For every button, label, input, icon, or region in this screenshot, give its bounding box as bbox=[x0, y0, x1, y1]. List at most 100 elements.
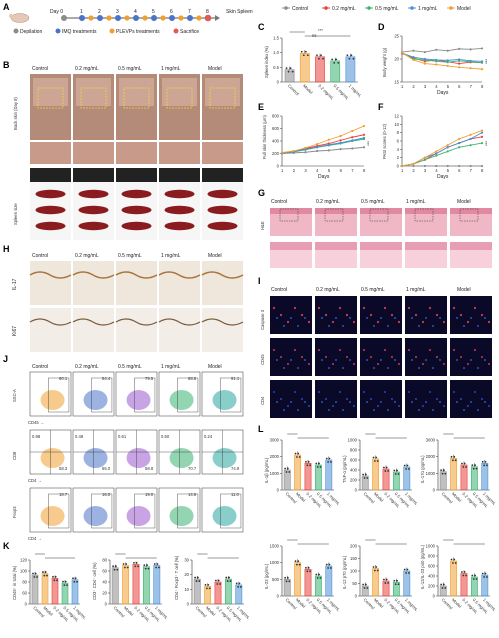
if-nucleus bbox=[411, 317, 413, 319]
bar bbox=[294, 562, 302, 597]
data-point bbox=[32, 572, 34, 575]
bar bbox=[325, 459, 333, 491]
data-point bbox=[452, 459, 454, 462]
x-axis-label: CD4 → bbox=[28, 536, 42, 541]
series-point bbox=[400, 51, 404, 54]
data-point bbox=[297, 560, 300, 563]
bar bbox=[51, 578, 59, 605]
legend-marker bbox=[367, 6, 371, 10]
y-tick-label: 6 bbox=[397, 139, 400, 144]
data-point bbox=[328, 457, 331, 460]
if-nucleus bbox=[411, 401, 413, 403]
data-point bbox=[384, 470, 387, 472]
y-tick-label: 3000 bbox=[270, 438, 280, 443]
data-point bbox=[322, 57, 324, 60]
data-point bbox=[372, 566, 375, 568]
if-signal bbox=[452, 306, 456, 310]
y-axis-label: IL-17α (pg/mL) bbox=[420, 455, 425, 483]
data-point bbox=[114, 565, 117, 568]
gate-value: 16.0 bbox=[102, 492, 111, 497]
if-signal bbox=[487, 404, 491, 408]
if-signal bbox=[421, 362, 425, 366]
data-point bbox=[284, 467, 287, 470]
if-signal bbox=[459, 397, 463, 401]
y-tick-label: 0 bbox=[277, 80, 280, 85]
data-point bbox=[289, 67, 292, 70]
legend-dot bbox=[109, 28, 115, 34]
legend-dot bbox=[55, 28, 61, 34]
series-point bbox=[316, 143, 319, 146]
series-line bbox=[401, 52, 483, 70]
if-nucleus bbox=[290, 401, 292, 403]
data-point bbox=[397, 473, 400, 475]
series-point bbox=[469, 164, 472, 168]
y-axis-label: Spleen index (%) bbox=[264, 46, 269, 78]
series-point bbox=[480, 60, 484, 63]
data-point bbox=[472, 467, 475, 470]
series-point bbox=[423, 156, 426, 159]
y-tick-label: 1500 bbox=[270, 544, 280, 549]
data-point bbox=[453, 558, 456, 561]
gate-box bbox=[91, 377, 113, 413]
data-point bbox=[465, 466, 467, 468]
x-tick-label: Model bbox=[451, 491, 463, 503]
data-point bbox=[375, 566, 378, 568]
row-label: CD45 bbox=[260, 354, 265, 365]
ihc-ki67-image bbox=[30, 308, 71, 352]
group-column-label: 1 mg/mL bbox=[406, 287, 426, 293]
data-point bbox=[143, 564, 146, 566]
series-point bbox=[412, 58, 415, 62]
if-nucleus bbox=[432, 409, 434, 411]
if-nucleus bbox=[456, 401, 458, 403]
if-nucleus bbox=[290, 359, 292, 361]
y-tick-label: 0 bbox=[433, 488, 436, 493]
bar bbox=[382, 468, 390, 491]
data-point bbox=[405, 468, 408, 470]
y-tick-label: 400 bbox=[272, 139, 280, 144]
data-point bbox=[462, 466, 465, 468]
x-tick-label: Model bbox=[373, 491, 385, 503]
series-point bbox=[446, 144, 449, 147]
data-point bbox=[471, 574, 474, 577]
data-point bbox=[215, 579, 217, 582]
treatment-dot bbox=[142, 15, 148, 21]
data-point bbox=[485, 576, 488, 578]
series-point bbox=[480, 68, 484, 71]
if-signal bbox=[345, 397, 349, 401]
if-signal bbox=[317, 390, 321, 394]
he-epidermis bbox=[270, 208, 312, 214]
ruler-photo bbox=[159, 168, 200, 182]
gate-value: 0.98 bbox=[32, 434, 41, 439]
bar bbox=[481, 463, 489, 491]
if-nucleus bbox=[297, 409, 299, 411]
if-signal bbox=[487, 362, 491, 366]
if-image bbox=[270, 380, 312, 418]
if-signal bbox=[390, 355, 394, 359]
if-signal bbox=[435, 313, 439, 317]
if-nucleus bbox=[394, 359, 396, 361]
x-tick-label: 4 bbox=[316, 168, 319, 173]
if-signal bbox=[300, 397, 304, 401]
y-tick-label: 0 bbox=[277, 164, 280, 169]
y-tick-label: 80 bbox=[102, 558, 107, 563]
row-label: CD4 bbox=[260, 396, 265, 405]
if-signal bbox=[324, 313, 328, 317]
data-point bbox=[474, 464, 476, 467]
data-point bbox=[288, 580, 291, 583]
mouse-ear-icon bbox=[9, 14, 13, 18]
series-point bbox=[316, 149, 319, 153]
y-axis-label: IL-23 (pg/mL) bbox=[264, 563, 269, 589]
gate-box bbox=[177, 493, 199, 529]
data-point bbox=[296, 456, 298, 458]
spleen-shape bbox=[207, 205, 238, 215]
data-point bbox=[126, 566, 129, 569]
data-point bbox=[46, 574, 48, 577]
series-point bbox=[412, 56, 415, 59]
group-column-label: 0.5 mg/mL bbox=[118, 66, 142, 72]
series-point bbox=[446, 150, 449, 153]
data-point bbox=[116, 568, 119, 571]
legend-label: 1 mg/mL bbox=[418, 6, 438, 12]
